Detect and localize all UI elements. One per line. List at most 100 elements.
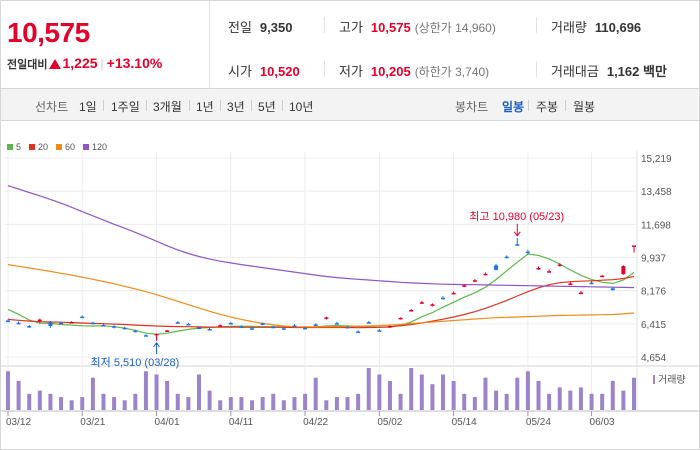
volume-bar bbox=[112, 397, 117, 410]
chart-toolbar: 선차트 1일 1주일 3개월 1년 3년 5년 10년 봉차트 일봉 주봉 월봉 bbox=[1, 89, 699, 121]
volume-bar bbox=[356, 393, 361, 410]
y-tick-label: 9,937 bbox=[641, 254, 666, 265]
legend-item-ma5: 5 bbox=[7, 142, 21, 152]
volume-bar bbox=[409, 368, 414, 410]
volume-bar bbox=[345, 397, 350, 410]
change-amount: 1,225 bbox=[62, 55, 98, 71]
candle-daily[interactable]: 일봉 bbox=[502, 100, 525, 114]
divider bbox=[220, 100, 221, 111]
volume-bar bbox=[313, 377, 318, 410]
candle-body bbox=[451, 292, 456, 295]
candle-body bbox=[356, 331, 361, 333]
volume-bar bbox=[48, 393, 53, 410]
volume-bar bbox=[536, 380, 541, 410]
period-10y[interactable]: 10년 bbox=[289, 100, 314, 114]
candle-body bbox=[16, 322, 21, 325]
period-1w[interactable]: 1주일 bbox=[111, 100, 140, 114]
volume-bar bbox=[154, 374, 159, 410]
divider bbox=[282, 100, 283, 111]
stat-high: 고가 10,575 (상한가 14,960) bbox=[339, 20, 496, 35]
candle-weekly[interactable]: 주봉 bbox=[536, 100, 559, 114]
candle-body bbox=[196, 327, 201, 330]
volume-bar bbox=[228, 397, 233, 410]
volume-bar bbox=[207, 390, 212, 410]
candle-body bbox=[387, 325, 392, 328]
volume-bar bbox=[175, 393, 180, 410]
candle-body bbox=[610, 288, 615, 291]
volume-bar bbox=[292, 397, 297, 410]
period-3m[interactable]: 3개월 bbox=[153, 100, 182, 114]
volume-bar bbox=[281, 400, 286, 410]
candle-body bbox=[218, 325, 223, 327]
period-5y[interactable]: 5년 bbox=[258, 100, 276, 114]
ma5-line bbox=[7, 253, 635, 335]
legend-label: 20 bbox=[38, 142, 49, 152]
volume-bar bbox=[377, 374, 382, 410]
candle-body bbox=[239, 326, 244, 329]
period-3y[interactable]: 3년 bbox=[227, 100, 245, 114]
legend-item-ma120: 120 bbox=[83, 142, 107, 152]
candle-body bbox=[525, 251, 530, 254]
candle-body bbox=[504, 256, 509, 259]
period-1y[interactable]: 1년 bbox=[196, 100, 214, 114]
volume-bar bbox=[441, 374, 446, 410]
volume-bar bbox=[122, 400, 127, 410]
stat-volume: 거래량 110,696 bbox=[551, 20, 642, 35]
x-tick-label: 05/02 bbox=[377, 417, 402, 428]
x-tick-label: 03/21 bbox=[80, 417, 105, 428]
legend-swatch bbox=[56, 144, 63, 150]
ma120-line bbox=[7, 185, 635, 289]
candle-monthly[interactable]: 월봉 bbox=[573, 100, 596, 114]
change-label: 전일대비 bbox=[7, 59, 48, 71]
legend-label: 120 bbox=[92, 142, 108, 152]
y-tick-label: 13,458 bbox=[641, 187, 672, 198]
candle-body bbox=[313, 324, 318, 326]
volume-bar bbox=[451, 380, 456, 410]
legend-item-ma20: 20 bbox=[29, 142, 48, 152]
candle-body bbox=[48, 322, 53, 326]
volume-bar bbox=[133, 393, 138, 410]
volume-bar bbox=[303, 393, 308, 410]
candle-body bbox=[228, 322, 233, 325]
price-stats: 전일 9,350 고가 10,575 (상한가 14,960) 거래량 110,696 … bbox=[210, 1, 699, 89]
candle-body bbox=[90, 322, 95, 325]
volume-bar bbox=[621, 390, 626, 410]
x-tick-label: 04/11 bbox=[229, 417, 254, 428]
volume-bar bbox=[419, 374, 424, 410]
volume-bar bbox=[610, 380, 615, 410]
volume-bar bbox=[165, 380, 170, 410]
candle-body bbox=[303, 327, 308, 330]
period-1d[interactable]: 1일 bbox=[79, 100, 97, 114]
volume-bar bbox=[494, 390, 499, 410]
price-change: 전일대비 1,225 | +13.10% bbox=[7, 55, 162, 72]
candle-chart-label: 봉차트 bbox=[455, 100, 489, 114]
candle-body bbox=[133, 330, 138, 333]
candle-body bbox=[69, 322, 74, 324]
candle-body bbox=[324, 317, 329, 319]
low-annotation: 최저 5,510 (03/28) bbox=[91, 356, 180, 369]
volume-bar bbox=[334, 397, 339, 410]
volume-bar bbox=[398, 393, 403, 410]
candle-body bbox=[37, 319, 42, 322]
legend-swatch bbox=[83, 144, 90, 150]
divider bbox=[536, 61, 537, 77]
volume-bar bbox=[271, 393, 276, 410]
candle-body bbox=[589, 282, 594, 285]
volume-bar bbox=[69, 400, 74, 410]
candle-body bbox=[143, 335, 148, 337]
volume-bar bbox=[387, 380, 392, 410]
candle-body bbox=[515, 244, 520, 246]
candle-body bbox=[271, 326, 276, 329]
candle-body bbox=[6, 320, 10, 323]
volume-bar bbox=[504, 393, 509, 410]
y-tick-label: 8,176 bbox=[641, 287, 666, 298]
x-tick-label: 04/01 bbox=[155, 417, 180, 428]
high-arrow-head bbox=[513, 231, 521, 237]
candle-body bbox=[462, 285, 467, 287]
volume-bar bbox=[27, 393, 32, 410]
volume-bar bbox=[430, 384, 435, 410]
volume-bar bbox=[515, 377, 520, 410]
line-chart-label: 선차트 bbox=[35, 100, 69, 114]
volume-bar bbox=[90, 377, 95, 410]
volume-bar bbox=[568, 390, 573, 410]
